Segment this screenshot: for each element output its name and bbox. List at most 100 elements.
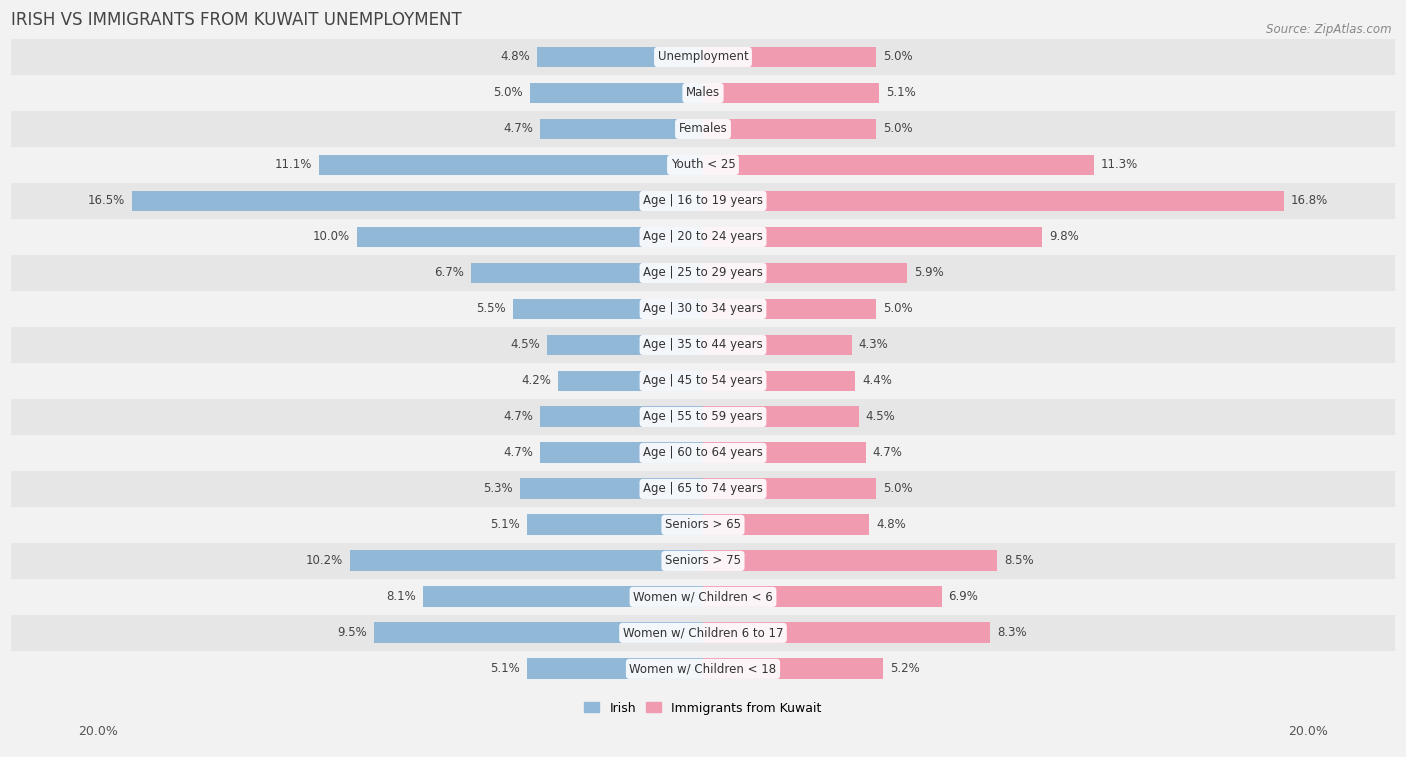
Text: Age | 30 to 34 years: Age | 30 to 34 years [643, 303, 763, 316]
Bar [703, 47, 876, 67]
Bar [11, 543, 1395, 579]
Text: 4.7%: 4.7% [503, 410, 533, 423]
Bar [537, 47, 703, 67]
Text: 4.4%: 4.4% [862, 375, 891, 388]
Text: 5.0%: 5.0% [883, 123, 912, 136]
Bar [703, 550, 997, 572]
Text: Males: Males [686, 86, 720, 99]
Bar [703, 622, 990, 643]
Text: 5.0%: 5.0% [883, 51, 912, 64]
Text: Age | 45 to 54 years: Age | 45 to 54 years [643, 375, 763, 388]
Bar [471, 263, 703, 283]
Text: 5.9%: 5.9% [914, 266, 943, 279]
Text: 4.7%: 4.7% [503, 123, 533, 136]
Bar [374, 622, 703, 643]
Text: 5.0%: 5.0% [494, 86, 523, 99]
Bar [11, 615, 1395, 651]
Bar [513, 298, 703, 319]
Text: 20.0%: 20.0% [1288, 725, 1327, 738]
Bar [11, 471, 1395, 507]
Text: 5.2%: 5.2% [890, 662, 920, 675]
Text: 4.5%: 4.5% [866, 410, 896, 423]
Text: Age | 60 to 64 years: Age | 60 to 64 years [643, 447, 763, 459]
Text: 5.1%: 5.1% [489, 662, 520, 675]
Text: 4.2%: 4.2% [520, 375, 551, 388]
Text: 8.5%: 8.5% [1004, 554, 1033, 568]
Bar [703, 335, 852, 355]
Bar [540, 443, 703, 463]
Bar [703, 478, 876, 500]
Bar [11, 183, 1395, 219]
Bar [11, 363, 1395, 399]
Text: 9.5%: 9.5% [337, 626, 367, 640]
Text: 9.8%: 9.8% [1049, 230, 1078, 244]
Text: Age | 25 to 29 years: Age | 25 to 29 years [643, 266, 763, 279]
Text: 4.3%: 4.3% [859, 338, 889, 351]
Text: 6.7%: 6.7% [434, 266, 464, 279]
Text: 4.8%: 4.8% [501, 51, 530, 64]
Bar [703, 83, 879, 104]
Bar [11, 579, 1395, 615]
Text: Age | 35 to 44 years: Age | 35 to 44 years [643, 338, 763, 351]
Bar [703, 263, 907, 283]
Text: 11.3%: 11.3% [1101, 158, 1137, 172]
Bar [703, 587, 942, 607]
Bar [703, 370, 855, 391]
Bar [132, 191, 703, 211]
Text: Age | 16 to 19 years: Age | 16 to 19 years [643, 195, 763, 207]
Text: Youth < 25: Youth < 25 [671, 158, 735, 172]
Bar [530, 83, 703, 104]
Bar [703, 226, 1042, 248]
Text: Age | 55 to 59 years: Age | 55 to 59 years [643, 410, 763, 423]
Bar [11, 507, 1395, 543]
Text: 5.0%: 5.0% [883, 482, 912, 495]
Text: Women w/ Children < 6: Women w/ Children < 6 [633, 590, 773, 603]
Bar [527, 659, 703, 679]
Bar [540, 119, 703, 139]
Bar [558, 370, 703, 391]
Text: Age | 20 to 24 years: Age | 20 to 24 years [643, 230, 763, 244]
Bar [11, 435, 1395, 471]
Bar [11, 651, 1395, 687]
Text: 4.7%: 4.7% [873, 447, 903, 459]
Bar [703, 443, 866, 463]
Bar [703, 407, 859, 428]
Text: 4.5%: 4.5% [510, 338, 540, 351]
Bar [527, 515, 703, 535]
Text: Unemployment: Unemployment [658, 51, 748, 64]
Bar [357, 226, 703, 248]
Text: Source: ZipAtlas.com: Source: ZipAtlas.com [1267, 23, 1392, 36]
Bar [11, 75, 1395, 111]
Bar [11, 327, 1395, 363]
Bar [703, 191, 1284, 211]
Text: 8.3%: 8.3% [997, 626, 1026, 640]
Bar [11, 399, 1395, 435]
Bar [547, 335, 703, 355]
Text: IRISH VS IMMIGRANTS FROM KUWAIT UNEMPLOYMENT: IRISH VS IMMIGRANTS FROM KUWAIT UNEMPLOY… [11, 11, 461, 29]
Text: 16.8%: 16.8% [1291, 195, 1329, 207]
Text: 4.7%: 4.7% [503, 447, 533, 459]
Bar [11, 39, 1395, 75]
Text: 5.1%: 5.1% [886, 86, 917, 99]
Bar [319, 154, 703, 176]
Bar [520, 478, 703, 500]
Bar [11, 291, 1395, 327]
Text: 4.8%: 4.8% [876, 519, 905, 531]
Bar [423, 587, 703, 607]
Bar [350, 550, 703, 572]
Text: 10.0%: 10.0% [314, 230, 350, 244]
Text: 16.5%: 16.5% [89, 195, 125, 207]
Bar [11, 147, 1395, 183]
Text: Seniors > 65: Seniors > 65 [665, 519, 741, 531]
Bar [703, 515, 869, 535]
Bar [11, 255, 1395, 291]
Text: 6.9%: 6.9% [949, 590, 979, 603]
Text: 11.1%: 11.1% [274, 158, 312, 172]
Text: Women w/ Children 6 to 17: Women w/ Children 6 to 17 [623, 626, 783, 640]
Text: Age | 65 to 74 years: Age | 65 to 74 years [643, 482, 763, 495]
Text: Women w/ Children < 18: Women w/ Children < 18 [630, 662, 776, 675]
Bar [703, 154, 1094, 176]
Bar [11, 111, 1395, 147]
Text: 5.0%: 5.0% [883, 303, 912, 316]
Text: Females: Females [679, 123, 727, 136]
